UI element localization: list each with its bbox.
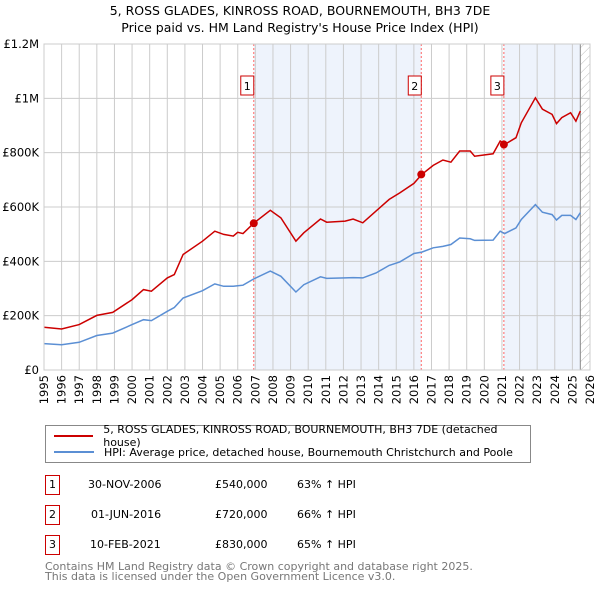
x-tick-label: 2014 (372, 375, 386, 404)
x-tick-label: 2016 (407, 375, 421, 404)
sale-label: 3 (494, 80, 501, 93)
property-price-line (43, 96, 581, 330)
sale-hpi: 65% ↑ HPI (297, 538, 356, 551)
x-tick-label: 2017 (424, 375, 438, 404)
sale-price: £720,000 (215, 508, 268, 521)
legend-label-property: 5, ROSS GLADES, KINROSS ROAD, BOURNEMOUT… (103, 423, 498, 449)
x-tick-label: 2025 (565, 375, 579, 404)
x-tick-label: 2015 (389, 375, 403, 404)
footer-copyright: Contains HM Land Registry data © Crown c… (45, 560, 473, 573)
x-tick-label: 2007 (248, 375, 262, 404)
x-tick-label: 2001 (143, 375, 157, 404)
sale-date: 10-FEB-2021 (90, 538, 161, 551)
sale-row: 3 10-FEB-2021 £830,000 65% ↑ HPI (45, 535, 545, 555)
chart-title: 5, ROSS GLADES, KINROSS ROAD, BOURNEMOUT… (109, 3, 491, 18)
x-tick-label: 2021 (495, 375, 509, 404)
sale-point (417, 170, 426, 179)
y-tick-label: £200K (2, 309, 39, 323)
sale-date: 01-JUN-2016 (91, 508, 162, 521)
chart-subtitle: Price paid vs. HM Land Registry's House … (121, 20, 479, 35)
footer-licence: This data is licensed under the Open Gov… (45, 570, 396, 583)
sale-label: 2 (411, 80, 418, 93)
legend: 5, ROSS GLADES, KINROSS ROAD, BOURNEMOUT… (45, 423, 531, 463)
x-tick-label: 2006 (231, 375, 245, 404)
x-tick-label: 2010 (301, 375, 315, 404)
x-tick-label: 1996 (55, 375, 69, 404)
sale-price: £830,000 (215, 538, 268, 551)
x-tick-label: 2026 (583, 375, 597, 404)
x-tick-label: 2023 (530, 375, 544, 404)
y-tick-label: £0 (24, 363, 39, 377)
plot-border (43, 43, 591, 371)
x-tick-label: 2022 (513, 375, 527, 404)
x-tick-label: 2002 (160, 375, 174, 404)
x-tick-label: 2020 (477, 375, 491, 404)
legend-label-hpi: HPI: Average price, detached house, Bour… (104, 445, 513, 459)
x-tick-label: 2018 (442, 375, 456, 404)
y-tick-label: £800K (2, 146, 39, 160)
x-tick-label: 2013 (354, 375, 368, 404)
sale-label-box (407, 75, 422, 96)
sale-marker-badge: 3 (45, 535, 60, 555)
x-tick-label: 1998 (90, 375, 104, 404)
x-tick-label: 2000 (125, 375, 139, 404)
sale-row: 2 01-JUN-2016 £720,000 66% ↑ HPI (45, 505, 545, 525)
sale-hpi: 63% ↑ HPI (297, 478, 356, 491)
legend-swatch-hpi (54, 451, 94, 453)
x-tick-label: 2009 (284, 375, 298, 404)
y-tick-label: £400K (2, 254, 39, 268)
x-tick-label: 1999 (107, 375, 121, 404)
x-tick-label: 1995 (37, 375, 51, 404)
x-tick-label: 2008 (266, 375, 280, 404)
sale-point (249, 219, 258, 228)
sale-label: 1 (244, 80, 251, 93)
sale-row: 1 30-NOV-2006 £540,000 63% ↑ HPI (45, 475, 545, 495)
y-tick-label: £1.2M (3, 37, 39, 51)
x-tick-label: 2011 (319, 375, 333, 404)
sale-hpi: 66% ↑ HPI (297, 508, 356, 521)
sale-marker-badge: 1 (45, 475, 60, 495)
sale-date: 30-NOV-2006 (88, 478, 162, 491)
sale-label-box (240, 75, 255, 96)
sale-point (499, 140, 508, 149)
x-tick-label: 2024 (548, 375, 562, 404)
hpi-line (43, 203, 581, 346)
x-tick-label: 1997 (72, 375, 86, 404)
x-tick-label: 2019 (460, 375, 474, 404)
x-tick-label: 2012 (336, 375, 350, 404)
y-tick-label: £600K (2, 200, 39, 214)
sale-label-box (490, 75, 505, 96)
x-tick-label: 2005 (213, 375, 227, 404)
x-tick-label: 2003 (178, 375, 192, 404)
sale-price: £540,000 (215, 478, 268, 491)
x-tick-label: 2004 (196, 375, 210, 404)
y-tick-label: £1M (14, 91, 39, 105)
legend-swatch-property (54, 435, 94, 437)
sale-marker-badge: 2 (45, 505, 60, 525)
price-chart: 1995 1996 1997 1998 1999 2000 2001 2002 2003 2004… (2, 37, 597, 404)
